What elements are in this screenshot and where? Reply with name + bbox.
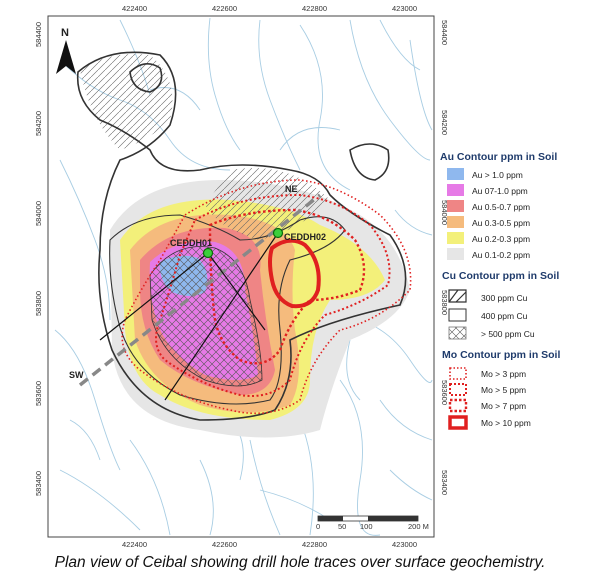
- y-tick-left-4: 583800: [34, 291, 43, 316]
- scale-bar: 0 50 100 200 M: [316, 515, 429, 531]
- legend-mo-swatch-3: [449, 367, 467, 380]
- drill-label-ceddh01: CEDDH01: [170, 238, 212, 248]
- y-axis-left: 584400 584200 584000 583800 583600 58340…: [34, 22, 43, 496]
- cu-contour-300-hatch: [205, 168, 330, 240]
- scale-label-100: 100: [360, 522, 373, 531]
- legend-au-swatch-1: [447, 168, 464, 180]
- legend-au-swatch-5: [447, 232, 464, 244]
- legend-au-label-5: Au 0.2-0.3 ppm: [472, 234, 530, 244]
- legend-mo-label-1: Mo > 3 ppm: [481, 369, 526, 379]
- legend-au-swatch-3: [447, 200, 464, 212]
- legend-cu-label-3: > 500 ppm Cu: [481, 329, 535, 339]
- figure-caption: Plan view of Ceibal showing drill hole t…: [54, 554, 546, 571]
- north-arrow: N: [56, 27, 76, 74]
- legend-cu-label-2: 400 ppm Cu: [481, 311, 528, 321]
- x-tick-bottom-1: 422400: [122, 540, 147, 549]
- legend-au-label-6: Au 0.1-0.2 ppm: [472, 250, 530, 260]
- north-arrow-icon: [56, 40, 76, 74]
- x-tick-top-2: 422600: [212, 4, 237, 13]
- mo-contour-gt-7: [208, 208, 366, 365]
- legend-au-title: Au Contour ppm in Soil: [440, 151, 557, 163]
- y-tick-right-2: 584200: [440, 110, 449, 135]
- legend-mo-label-4: Mo > 10 ppm: [481, 418, 531, 428]
- y-tick-right-4: 583800: [440, 290, 449, 315]
- cu-contour-300: [76, 51, 407, 421]
- mo-contour-gt-3: [121, 179, 412, 415]
- drill-trace-ceddh01-a: [99, 252, 209, 341]
- legend-au-label-3: Au 0.5-0.7 ppm: [472, 202, 530, 212]
- legend-mo-label-3: Mo > 7 ppm: [481, 401, 526, 411]
- x-axis-top: 422400 422600 422800 423000: [122, 4, 417, 13]
- y-tick-right-3: 584000: [440, 200, 449, 225]
- x-tick-bottom-3: 422800: [302, 540, 327, 549]
- drainage-network: [54, 17, 433, 536]
- drill-trace-ceddh01-b: [207, 252, 266, 331]
- y-tick-left-6: 583400: [34, 471, 43, 496]
- legend-cu-swatch-500: [448, 326, 467, 340]
- drill-collar-ceddh02: [272, 227, 284, 239]
- drill-collar-ceddh01: [202, 247, 214, 259]
- section-label-ne: NE: [285, 184, 298, 194]
- scale-label-200: 200 M: [408, 522, 429, 531]
- legend-mo-swatch-10: [448, 415, 468, 430]
- y-tick-right-5: 583600: [440, 380, 449, 405]
- legend-mo-title: Mo Contour ppm in Soil: [442, 349, 560, 361]
- north-label: N: [61, 27, 69, 39]
- legend-mo-swatch-5: [449, 383, 467, 396]
- legend-au-swatch-4: [447, 216, 464, 228]
- x-axis-bottom: 422400 422600 422800 423000: [122, 540, 417, 549]
- x-tick-bottom-4: 423000: [392, 540, 417, 549]
- y-tick-left-5: 583600: [34, 381, 43, 406]
- mo-contour-gt-10: [268, 238, 321, 309]
- legend-au-label-1: Au > 1.0 ppm: [472, 170, 523, 180]
- y-tick-right-6: 583400: [440, 470, 449, 495]
- cu-contour-north-knob: [129, 63, 163, 93]
- legend-cu-swatch-300: [448, 289, 467, 303]
- x-tick-top-3: 422800: [302, 4, 327, 13]
- y-axis-right: 584400 584200 584000 583800 583600 58340…: [440, 20, 449, 495]
- legend-mo-swatch-7: [448, 398, 468, 413]
- geochemistry-map: CEDDH01 CEDDH02 NE SW N 422400 422600 42…: [34, 4, 560, 549]
- legend-cu-title: Cu Contour ppm in Soil: [442, 270, 559, 282]
- drill-trace-ceddh02: [164, 232, 279, 401]
- legend-cu-swatch-400: [448, 308, 467, 322]
- y-tick-left-1: 584400: [34, 22, 43, 47]
- scale-label-50: 50: [338, 522, 346, 531]
- y-tick-left-3: 584000: [34, 201, 43, 226]
- cu-contour-400: [109, 214, 346, 405]
- section-line-ne-sw: [78, 193, 322, 387]
- cu-contour-300-hatch-north: [80, 54, 173, 150]
- legend-au-label-4: Au 0.3-0.5 ppm: [472, 218, 530, 228]
- legend-au-swatch-2: [447, 184, 464, 196]
- section-label-sw: SW: [69, 370, 84, 380]
- drill-label-ceddh02: CEDDH02: [284, 232, 326, 242]
- cu-contour-northeast: [349, 143, 390, 181]
- x-tick-bottom-2: 422600: [212, 540, 237, 549]
- legend-mo-label-2: Mo > 5 ppm: [481, 385, 526, 395]
- y-tick-right-1: 584400: [440, 20, 449, 45]
- legend-au-label-2: Au 07-1.0 ppm: [472, 186, 528, 196]
- legend-au-swatch-6: [447, 248, 464, 260]
- legend-cu-label-1: 300 ppm Cu: [481, 293, 528, 303]
- y-tick-left-2: 584200: [34, 111, 43, 136]
- scale-label-0: 0: [316, 522, 320, 531]
- legend: Au Contour ppm in Soil Au > 1.0 ppm Au 0…: [440, 151, 560, 430]
- x-tick-top-4: 423000: [392, 4, 417, 13]
- mo-contour-gt-5: [155, 193, 391, 397]
- x-tick-top-1: 422400: [122, 4, 147, 13]
